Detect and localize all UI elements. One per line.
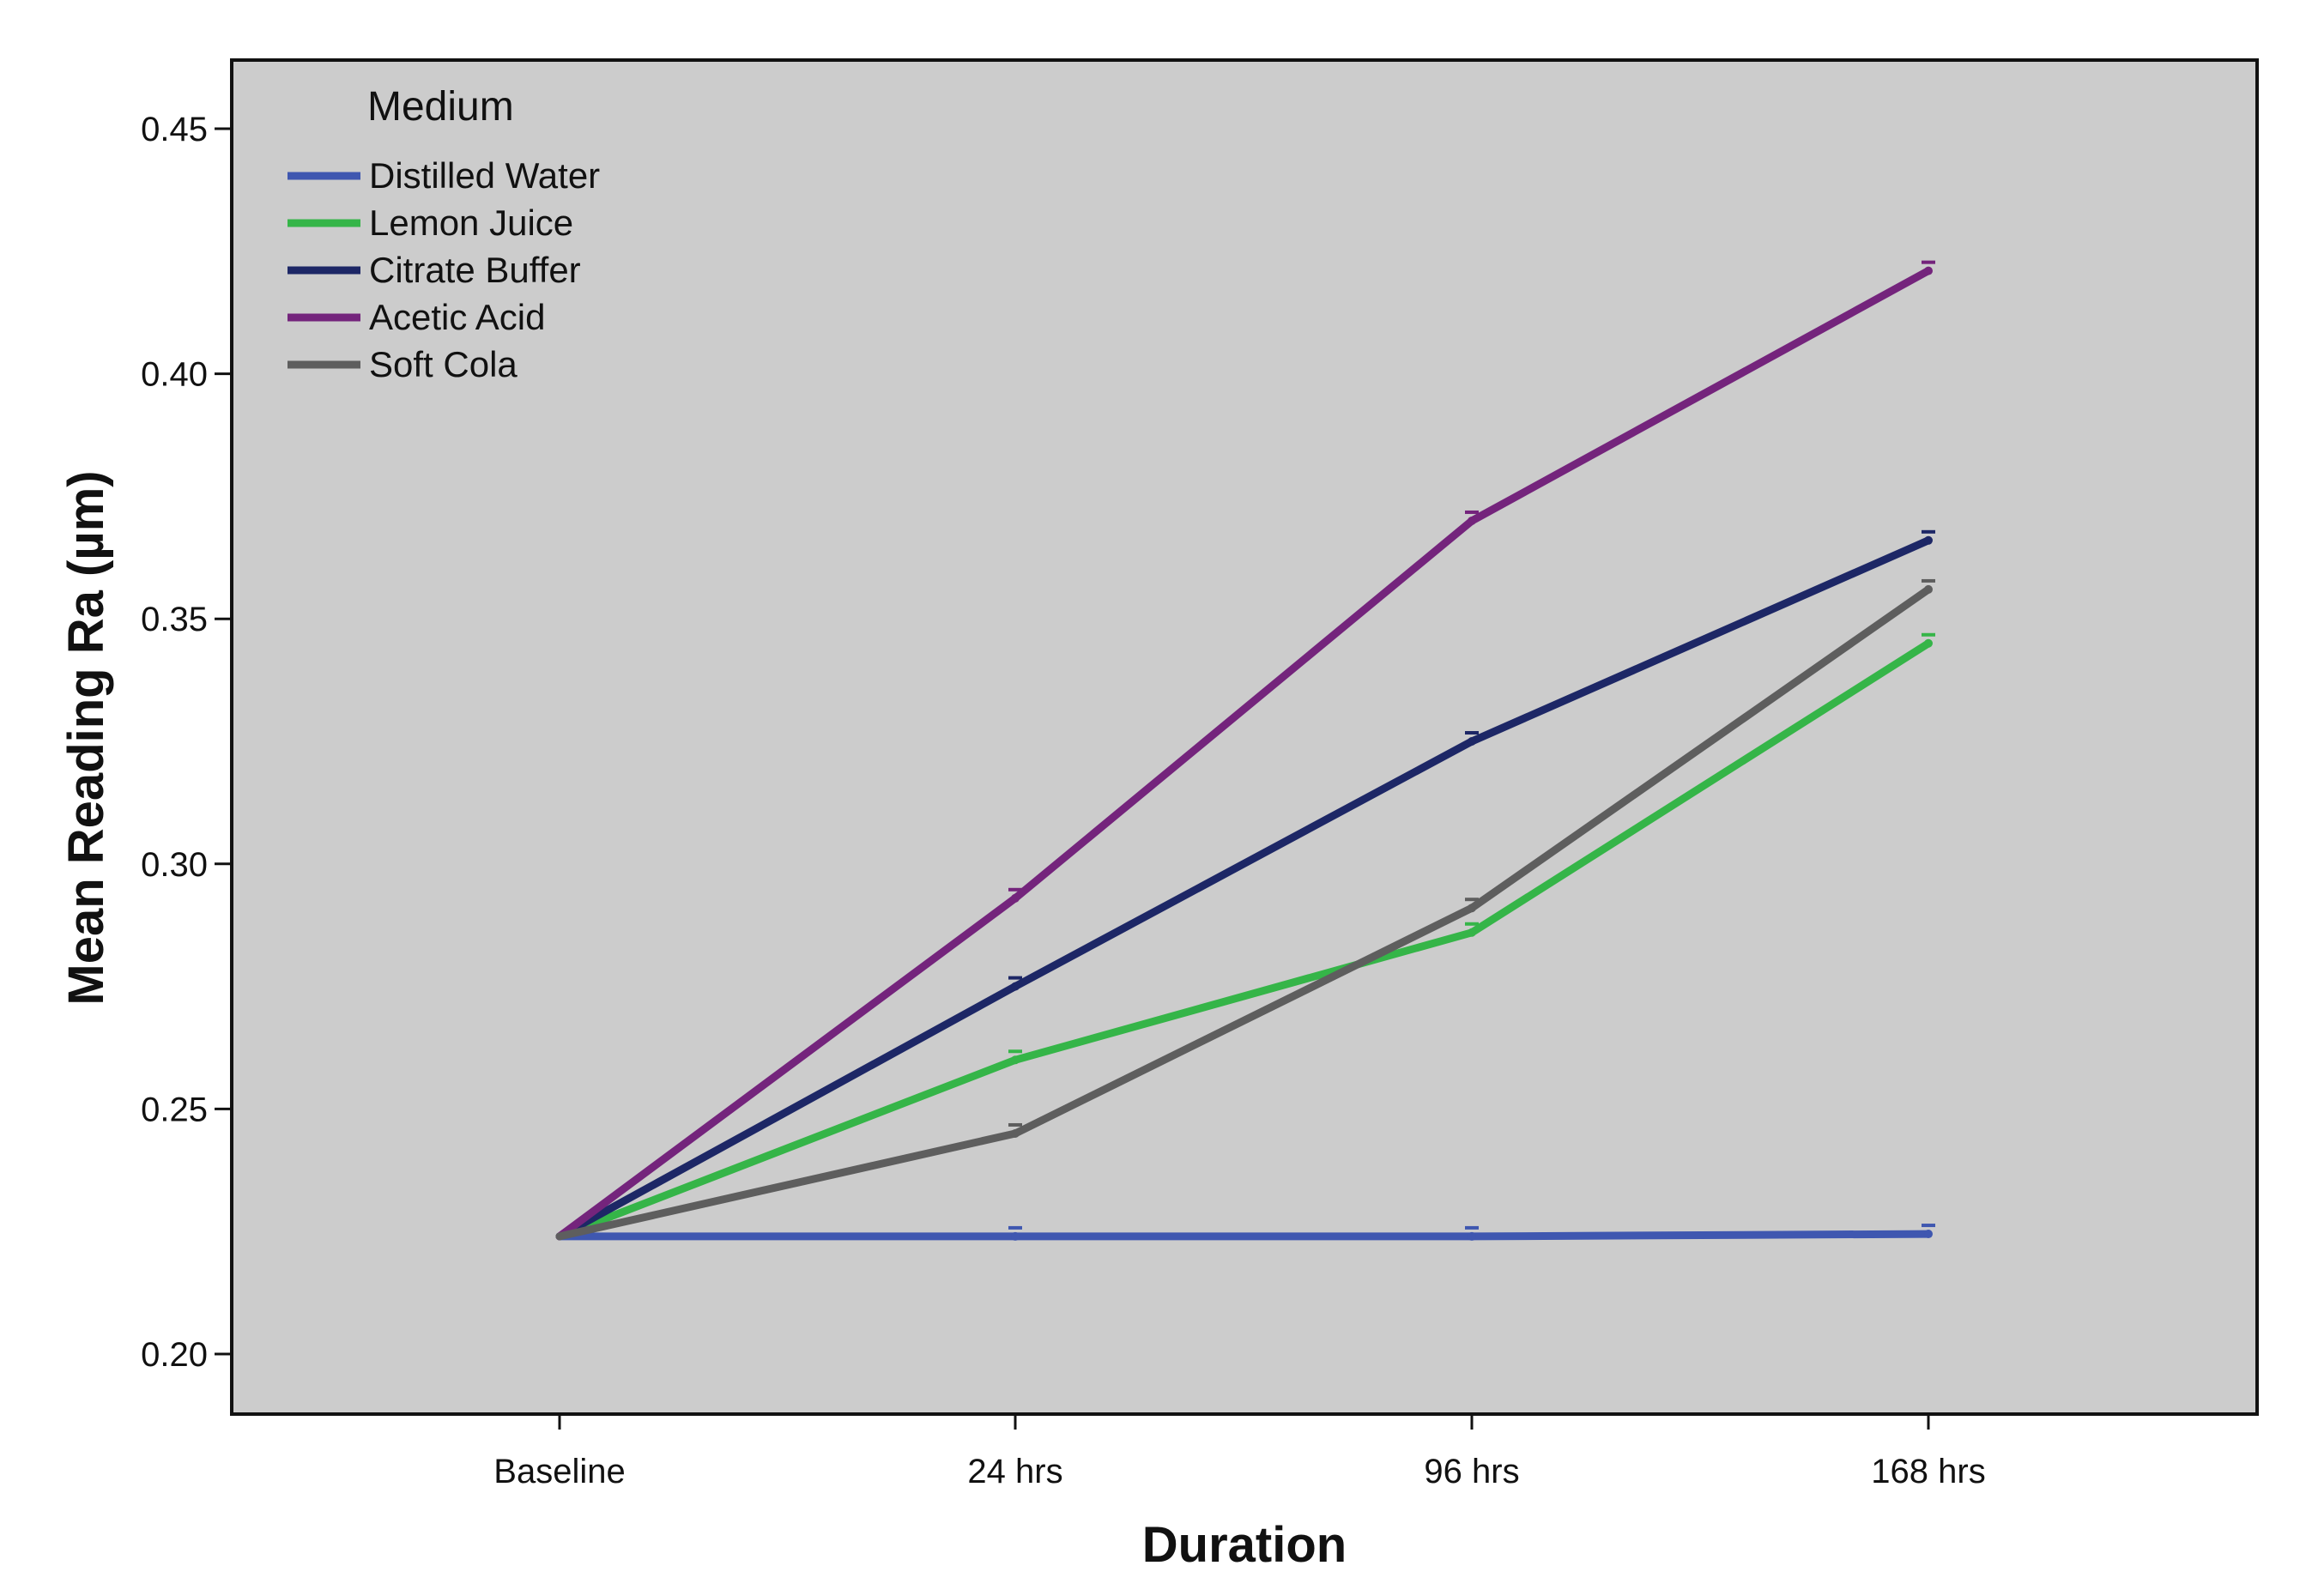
data-point bbox=[1924, 266, 1933, 275]
y-axis-title: Mean Reading Ra (µm) bbox=[58, 470, 114, 1005]
series-line-distilled-water bbox=[555, 1230, 1933, 1241]
series-line-soft-cola bbox=[555, 585, 1933, 1241]
series-line-lemon-juice bbox=[555, 639, 1933, 1241]
y-tick-label: 0.45 bbox=[141, 111, 208, 148]
y-axis-ticks: 0.20 0.25 0.30 0.35 0.40 0.45 bbox=[141, 111, 232, 1374]
series-lines bbox=[555, 260, 1935, 1241]
data-point bbox=[1011, 1231, 1020, 1241]
y-tick-label: 0.30 bbox=[141, 846, 208, 884]
data-point bbox=[1468, 928, 1476, 937]
data-point bbox=[1468, 904, 1476, 913]
y-tick-label: 0.25 bbox=[141, 1091, 208, 1128]
x-tick-label: 96 hrs bbox=[1424, 1453, 1519, 1490]
legend-label: Lemon Juice bbox=[369, 203, 573, 243]
data-point bbox=[1924, 584, 1933, 594]
data-point bbox=[1924, 638, 1933, 648]
x-tick-label: 24 hrs bbox=[967, 1453, 1062, 1490]
x-tick-label: 168 hrs bbox=[1871, 1453, 1985, 1490]
legend-label: Soft Cola bbox=[369, 344, 518, 384]
y-tick-label: 0.40 bbox=[141, 356, 208, 394]
legend: Medium Distilled Water Lemon Juice Citrate… bbox=[288, 84, 600, 384]
data-point bbox=[1468, 737, 1476, 746]
plot-area bbox=[230, 58, 2259, 1416]
data-point bbox=[1468, 1231, 1476, 1241]
series-line-acetic-acid bbox=[555, 267, 1933, 1241]
x-axis-ticks: Baseline 24 hrs 96 hrs 168 hrs bbox=[493, 1414, 1986, 1490]
x-axis-title: Duration bbox=[1142, 1517, 1347, 1573]
data-point bbox=[1468, 516, 1476, 525]
data-point bbox=[1011, 1128, 1020, 1138]
data-point bbox=[1011, 893, 1020, 903]
legend-title: Medium bbox=[367, 84, 514, 130]
y-tick-label: 0.35 bbox=[141, 601, 208, 638]
legend-label: Acetic Acid bbox=[369, 297, 545, 337]
data-point bbox=[1011, 1055, 1020, 1065]
legend-label: Distilled Water bbox=[369, 155, 600, 196]
data-point bbox=[1924, 1230, 1933, 1239]
y-tick-label: 0.20 bbox=[141, 1336, 208, 1374]
x-tick-label: Baseline bbox=[493, 1453, 625, 1490]
data-point bbox=[1924, 535, 1933, 545]
series-line-citrate-buffer bbox=[555, 536, 1933, 1241]
legend-label: Citrate Buffer bbox=[369, 250, 581, 290]
data-point bbox=[1011, 982, 1020, 991]
